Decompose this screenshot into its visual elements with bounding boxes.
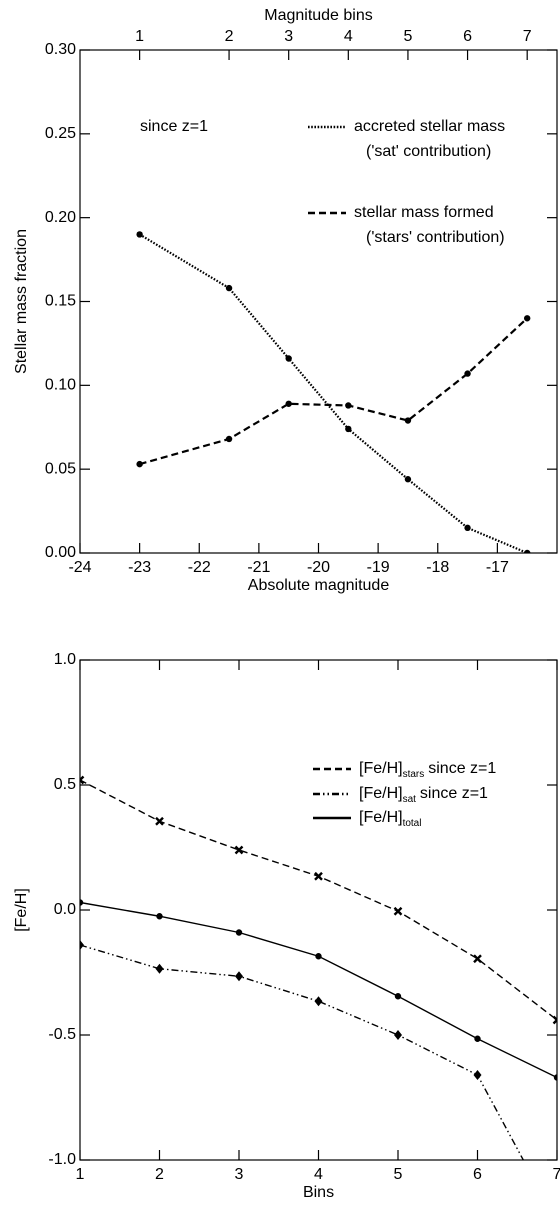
y-tick-label: -1.0 — [48, 1151, 76, 1168]
point — [225, 284, 233, 292]
legend-suffix: since z=1 — [420, 785, 488, 802]
series-line — [80, 901, 557, 1079]
plot-area — [80, 775, 557, 1160]
point — [155, 816, 164, 826]
legend-label: accreted stellar mass — [354, 118, 505, 135]
legend-suffix: since z=1 — [428, 760, 496, 777]
legend-label: [Fe/H]sat since z=1 — [359, 785, 488, 804]
x-tick-label: -21 — [247, 559, 270, 576]
x-tick-label: -24 — [68, 559, 91, 576]
plot-area — [136, 231, 531, 553]
point — [552, 1015, 557, 1025]
point — [464, 370, 471, 377]
point — [225, 435, 233, 443]
x2-axis-title: Magnitude bins — [264, 7, 373, 24]
x-tick-label: 5 — [394, 1166, 403, 1183]
x-tick-label: 7 — [553, 1166, 560, 1183]
point — [314, 871, 323, 881]
x-tick-label: 4 — [314, 1166, 323, 1183]
x-tick-label: 6 — [473, 1166, 482, 1183]
point — [404, 417, 412, 424]
legend-label-line2: ('stars' contribution) — [366, 229, 505, 246]
point — [136, 460, 143, 468]
y-tick-label: 0.20 — [45, 209, 76, 226]
y-axis-title: [Fe/H] — [13, 888, 30, 932]
y-tick-label: 0.5 — [54, 776, 76, 793]
legend-name: [Fe/H] — [359, 760, 403, 777]
point — [473, 1070, 482, 1080]
x2-tick-label: 1 — [135, 28, 144, 45]
x2-tick-label: 6 — [463, 28, 472, 45]
y-tick-label: 0.0 — [54, 901, 76, 918]
series-line — [80, 779, 557, 1021]
y-tick-label: 0.10 — [45, 377, 76, 394]
point — [393, 906, 403, 916]
x-tick-label: -19 — [367, 559, 390, 576]
y-tick-label: -0.5 — [48, 1026, 76, 1043]
point — [80, 899, 84, 906]
x-tick-label: 3 — [235, 1166, 244, 1183]
plot-frame — [79, 659, 558, 1161]
point — [523, 315, 531, 322]
x-axis-title: Absolute magnitude — [248, 577, 390, 594]
point — [155, 963, 164, 974]
x-tick-label: -17 — [486, 559, 509, 576]
x-tick-label: -20 — [307, 559, 330, 576]
x-tick-label: -23 — [128, 559, 151, 576]
y-tick-label: 0.25 — [45, 125, 76, 142]
legend-name: [Fe/H] — [359, 809, 403, 826]
point — [285, 355, 292, 362]
x-tick-label: -18 — [426, 559, 449, 576]
point — [523, 549, 531, 553]
legend-label-line2: ('sat' contribution) — [366, 143, 491, 160]
point — [464, 524, 471, 532]
point — [136, 231, 143, 238]
series-line — [139, 317, 528, 466]
x-tick-label: 1 — [76, 1166, 85, 1183]
point — [315, 953, 322, 960]
point — [285, 400, 292, 407]
y-tick-label: 0.05 — [45, 460, 76, 477]
annotation: since z=1 — [140, 118, 208, 135]
y-tick-label: 1.0 — [54, 651, 76, 668]
legend-subscript: stars — [403, 769, 425, 780]
point — [474, 1035, 481, 1042]
point — [235, 971, 243, 982]
y-axis-title: Stellar mass fraction — [13, 229, 30, 374]
x-axis-title: Bins — [303, 1184, 334, 1201]
point — [345, 402, 352, 409]
legend-name: [Fe/H] — [359, 785, 403, 802]
point — [235, 929, 243, 936]
legend-name: accreted stellar mass — [354, 118, 505, 135]
point — [553, 1074, 557, 1081]
point — [156, 913, 163, 920]
legend-subscript: total — [403, 818, 422, 829]
x2-tick-label: 5 — [403, 28, 412, 45]
x2-tick-label: 3 — [284, 28, 293, 45]
x2-tick-label: 7 — [523, 28, 532, 45]
y-tick-label: 0.30 — [45, 41, 76, 58]
point — [394, 993, 402, 1000]
legend-subscript: sat — [403, 794, 417, 805]
x2-tick-label: 4 — [344, 28, 353, 45]
point — [473, 954, 482, 964]
point — [404, 476, 412, 483]
y-tick-label: 0.00 — [45, 544, 76, 561]
y-tick-label: 0.15 — [45, 293, 76, 310]
series-line — [139, 233, 528, 553]
point — [234, 845, 244, 855]
x-tick-label: 2 — [155, 1166, 164, 1183]
legend-label: stellar mass formed — [354, 204, 494, 221]
point — [394, 1030, 402, 1040]
point — [345, 425, 352, 433]
x-tick-label: -22 — [188, 559, 211, 576]
legend-label: [Fe/H]stars since z=1 — [359, 760, 496, 779]
legend-label: [Fe/H]total — [359, 809, 421, 828]
point — [80, 775, 85, 785]
point — [314, 996, 323, 1007]
point — [80, 940, 84, 950]
x2-tick-label: 2 — [225, 28, 234, 45]
legend-name: stellar mass formed — [354, 204, 494, 221]
